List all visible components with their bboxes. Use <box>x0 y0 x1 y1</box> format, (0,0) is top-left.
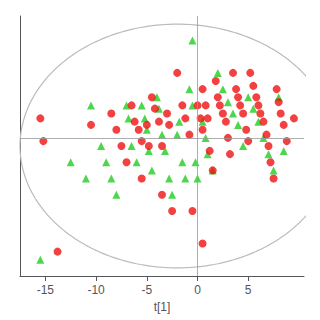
svg-text:5: 5 <box>245 283 252 297</box>
svg-text:-15: -15 <box>37 283 55 297</box>
svg-text:0: 0 <box>194 283 201 297</box>
svg-text:-10: -10 <box>87 283 105 297</box>
svg-text:t[1]: t[1] <box>154 300 171 314</box>
svg-text:-5: -5 <box>141 283 152 297</box>
